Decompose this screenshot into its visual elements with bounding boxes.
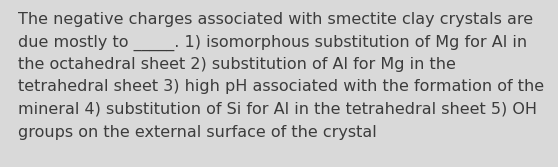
Text: mineral 4) substitution of Si for Al in the tetrahedral sheet 5) OH: mineral 4) substitution of Si for Al in … xyxy=(18,102,537,117)
Text: The negative charges associated with smectite clay crystals are: The negative charges associated with sme… xyxy=(18,12,533,27)
Text: due mostly to _____. 1) isomorphous substitution of Mg for Al in: due mostly to _____. 1) isomorphous subs… xyxy=(18,35,527,51)
Text: groups on the external surface of the crystal: groups on the external surface of the cr… xyxy=(18,125,377,139)
Text: tetrahedral sheet 3) high pH associated with the formation of the: tetrahedral sheet 3) high pH associated … xyxy=(18,79,544,95)
Text: the octahedral sheet 2) substitution of Al for Mg in the: the octahedral sheet 2) substitution of … xyxy=(18,57,456,72)
